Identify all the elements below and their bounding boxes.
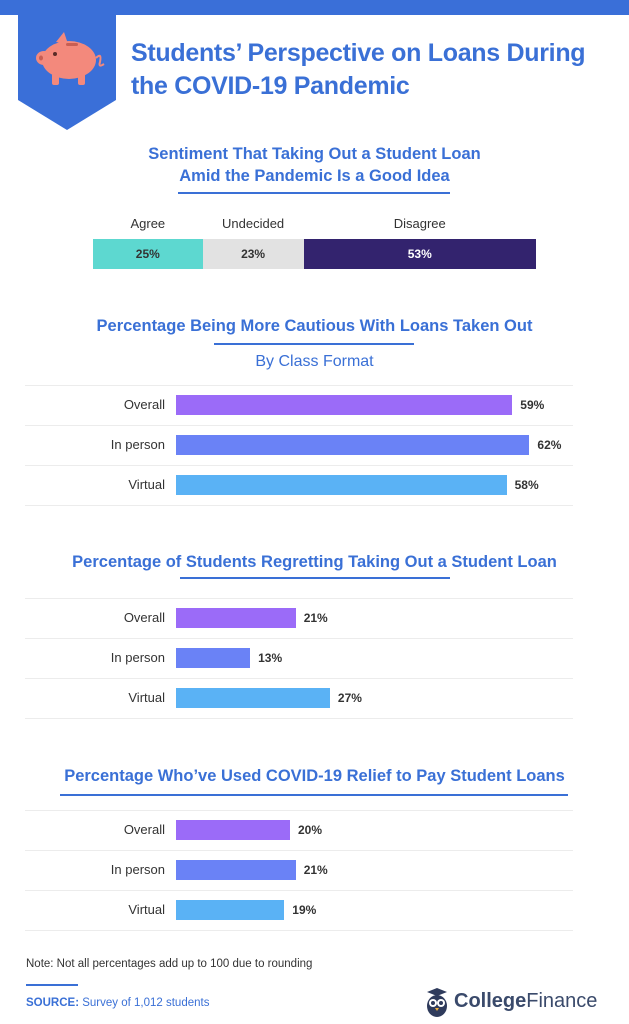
sentiment-label-undecided: Undecided: [222, 216, 285, 231]
row-divider: [25, 718, 573, 719]
sentiment-title-line1: Sentiment That Taking Out a Student Loan: [148, 145, 481, 163]
category-label: Overall: [123, 610, 165, 625]
category-label: In person: [110, 862, 165, 877]
value-label: 58%: [514, 478, 539, 492]
row-divider: [25, 505, 573, 506]
row-divider: [25, 850, 573, 851]
sentiment-label-agree: Agree: [130, 216, 166, 231]
bar-virtual: [176, 900, 285, 920]
bar-virtual: [176, 688, 330, 708]
row-divider: [25, 465, 573, 466]
chart3-title: Percentage Who’ve Used COVID-19 Relief t…: [64, 767, 565, 785]
category-label: Virtual: [128, 902, 165, 917]
row-divider: [25, 890, 573, 891]
row-divider: [25, 810, 573, 811]
chart1-title: Percentage Being More Cautious With Loan…: [96, 317, 533, 335]
logo-text-college: College: [454, 990, 527, 1012]
source-text: Survey of 1,012 students: [82, 997, 210, 1009]
bar-virtual: [176, 475, 507, 495]
logo-text-finance: Finance: [526, 990, 598, 1012]
sentiment-title-line2: Amid the Pandemic Is a Good Idea: [179, 167, 450, 185]
value-label: 13%: [258, 651, 283, 665]
category-label: Virtual: [128, 690, 165, 705]
source: SOURCE: Survey of 1,012 students: [26, 997, 209, 1009]
college-finance-logo: CollegeFinance: [424, 986, 614, 1018]
sentiment-segment-undecided: 23%: [202, 239, 304, 269]
category-label: In person: [110, 650, 165, 665]
category-label: Overall: [123, 397, 165, 412]
bar-in-person: [176, 860, 296, 880]
value-label: 21%: [303, 863, 328, 877]
category-label: Virtual: [128, 477, 165, 492]
owl-icon: [427, 988, 447, 1017]
top-accent-bar: [0, 0, 629, 15]
footnote: Note: Not all percentages add up to 100 …: [26, 958, 313, 970]
row-divider: [25, 638, 573, 639]
category-label: In person: [110, 437, 165, 452]
source-underline: [26, 984, 78, 986]
source-label: SOURCE:: [26, 997, 80, 1009]
category-label: Overall: [123, 822, 165, 837]
value-label: 19%: [292, 903, 317, 917]
sentiment-label-disagree: Disagree: [393, 216, 446, 231]
value-label: 62%: [537, 438, 562, 452]
value-label: 27%: [337, 691, 362, 705]
row-divider: [25, 598, 573, 599]
row-divider: [25, 385, 573, 386]
sentiment-segment-disagree: 53%: [303, 239, 536, 269]
value-label: 21%: [303, 611, 328, 625]
bar-overall: [176, 608, 296, 628]
piggy-bank-icon: [36, 32, 105, 85]
sentiment-title: Sentiment That Taking Out a Student Loan…: [0, 143, 629, 187]
chart2-title: Percentage of Students Regretting Taking…: [72, 553, 557, 571]
sentiment-title-underline: [178, 192, 450, 194]
row-divider: [25, 930, 573, 931]
chart3-title-underline: [60, 794, 568, 796]
bar-overall: [176, 395, 513, 415]
sentiment-segment-agree: 25%: [93, 239, 203, 269]
bar-overall: [176, 820, 290, 840]
chart1-title-underline: [214, 343, 414, 345]
value-label: 59%: [520, 398, 545, 412]
logo-text: CollegeFinance: [454, 990, 597, 1013]
bar-in-person: [176, 435, 530, 455]
page-title: Students’ Perspective on Loans During th…: [131, 39, 586, 100]
chart2-title-underline: [180, 577, 450, 579]
chart1-subtitle: By Class Format: [255, 353, 374, 370]
row-divider: [25, 425, 573, 426]
header-ribbon: [18, 0, 116, 130]
row-divider: [25, 678, 573, 679]
bar-in-person: [176, 648, 251, 668]
value-label: 20%: [298, 823, 323, 837]
